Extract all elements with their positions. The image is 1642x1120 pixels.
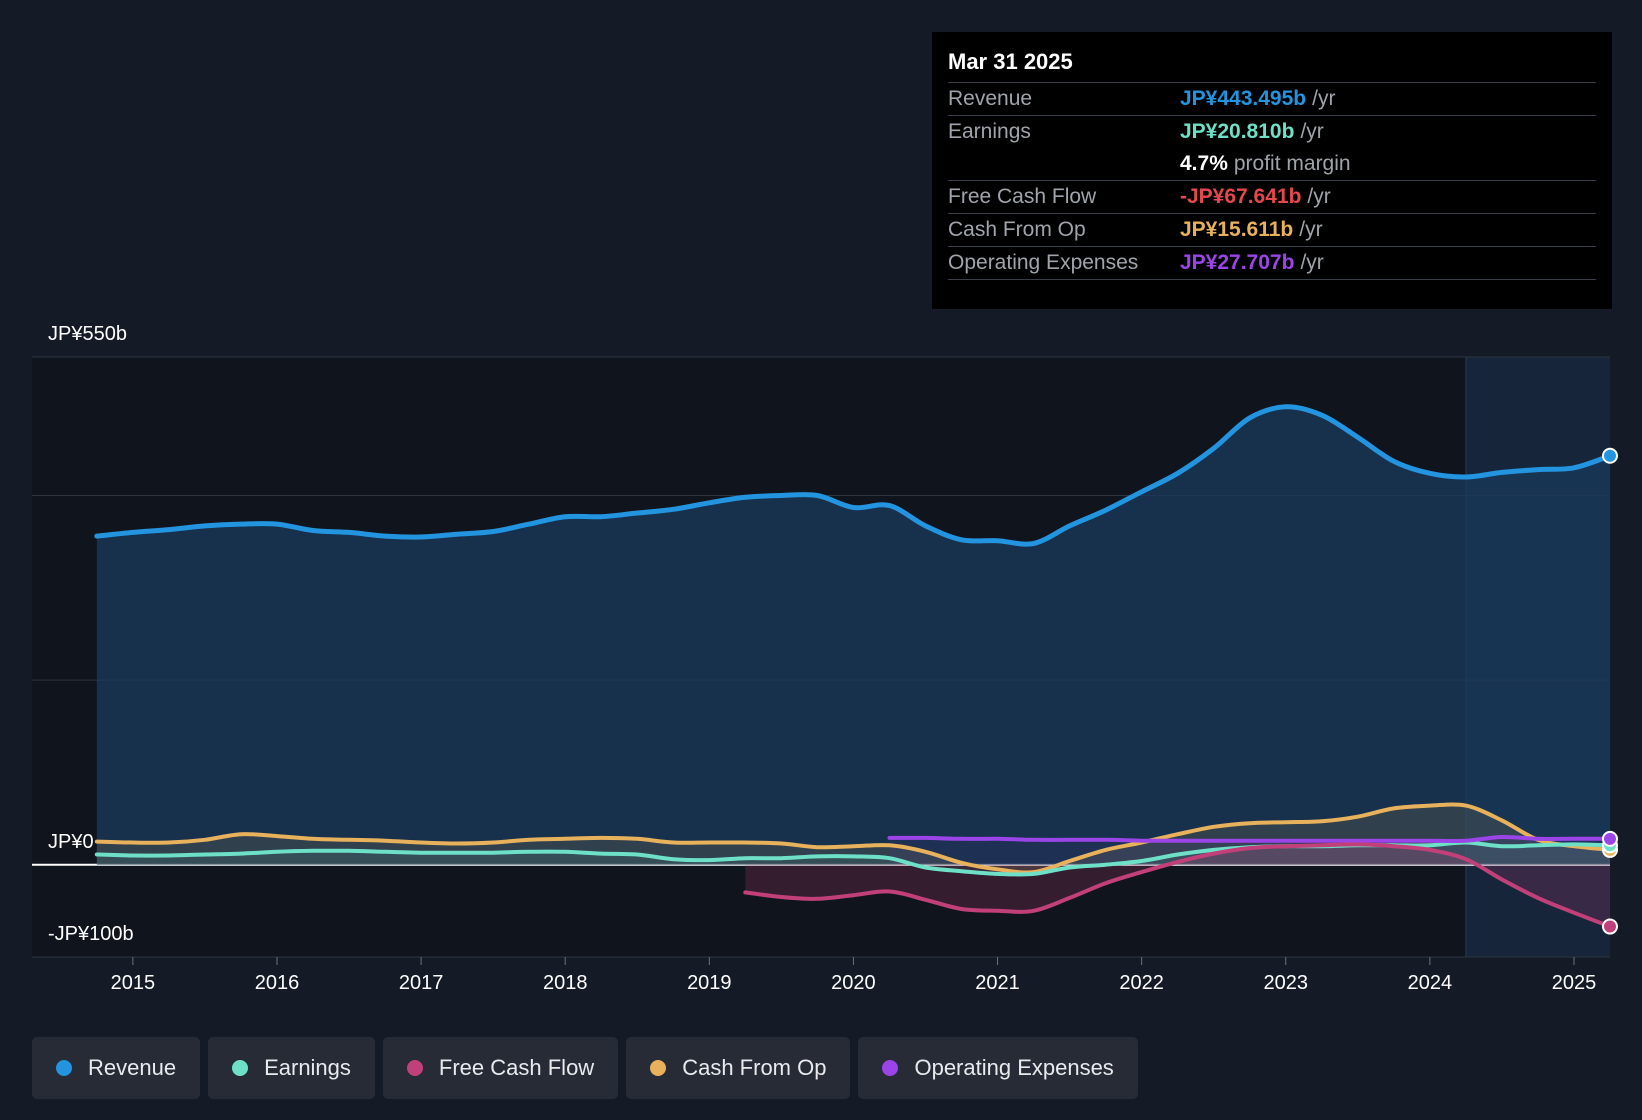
x-tick-label: 2024 xyxy=(1408,972,1453,994)
end-markers xyxy=(1602,447,1618,935)
series-areas xyxy=(96,406,1610,927)
legend-item-earnings[interactable]: Earnings xyxy=(208,1037,375,1099)
tooltip-value: 4.7% xyxy=(1180,152,1228,175)
tooltip-label: Revenue xyxy=(948,87,1033,110)
tooltip-label: Free Cash Flow xyxy=(948,185,1097,208)
line-cash-from-op xyxy=(94,802,1612,875)
x-tick-label: 2019 xyxy=(687,972,732,994)
legend-label: Operating Expenses xyxy=(914,1055,1114,1080)
tooltip-row-free-cash-flow: Free Cash Flow -JP¥67.641b /yr xyxy=(948,181,1596,214)
tooltip-panel: Mar 31 2025 Revenue JP¥443.495b /yr Earn… xyxy=(932,32,1612,309)
legend-dot-icon xyxy=(406,1060,423,1076)
x-tick-label: 2021 xyxy=(975,972,1020,994)
x-tick-label: 2022 xyxy=(1119,972,1164,994)
end-marker-operating-expenses xyxy=(1602,830,1618,847)
tooltip-value: JP¥20.810b xyxy=(1180,120,1295,143)
x-tick-label: 2015 xyxy=(111,972,156,994)
tooltip-date: Mar 31 2025 xyxy=(948,46,1596,83)
tooltip-row-operating-expenses: Operating Expenses JP¥27.707b /yr xyxy=(948,247,1596,280)
x-tick-label: 2017 xyxy=(399,972,444,994)
tooltip-label: Earnings xyxy=(948,120,1031,143)
end-marker-free-cash-flow xyxy=(1602,918,1618,935)
x-tick-label: 2018 xyxy=(543,972,588,994)
line-free-cash-flow xyxy=(743,842,1612,929)
legend-dot-icon xyxy=(882,1060,899,1076)
legend-dot-icon xyxy=(232,1060,249,1076)
tooltip-value: JP¥443.495b xyxy=(1180,87,1307,110)
tooltip-unit: /yr xyxy=(1300,251,1324,274)
tooltip-unit: /yr xyxy=(1307,185,1331,208)
x-tick-label: 2016 xyxy=(255,972,300,994)
tooltip-row-profit-margin: 4.7% profit margin xyxy=(948,148,1596,181)
area-revenue xyxy=(96,406,1610,865)
legend-label: Revenue xyxy=(88,1055,177,1080)
line-operating-expenses xyxy=(887,834,1612,843)
y-axis-top-label: JP¥550b xyxy=(48,323,127,345)
y-axis-bottom-label: -JP¥100b xyxy=(48,923,134,945)
y-axis-zero-label: JP¥0 xyxy=(48,831,94,853)
line-revenue xyxy=(94,404,1613,547)
series-lines xyxy=(94,404,1613,929)
legend-item-operating-expenses[interactable]: Operating Expenses xyxy=(858,1037,1138,1099)
legend-label: Free Cash Flow xyxy=(438,1055,595,1080)
tooltip-value: -JP¥67.641b xyxy=(1180,185,1302,208)
x-tick-label: 2025 xyxy=(1552,972,1597,994)
legend: Revenue Earnings Free Cash Flow Cash Fro… xyxy=(32,1037,1138,1099)
x-tick-label: 2023 xyxy=(1264,972,1309,994)
area-cash-from-op xyxy=(96,804,1610,873)
tooltip-label: Cash From Op xyxy=(948,218,1086,241)
tooltip-unit: /yr xyxy=(1312,87,1336,110)
tooltip-row-earnings: Earnings JP¥20.810b /yr xyxy=(948,116,1596,148)
area-free-cash-flow xyxy=(745,844,1610,927)
legend-dot-icon xyxy=(56,1060,72,1076)
tooltip-label: Operating Expenses xyxy=(948,251,1139,274)
tooltip-value: JP¥15.611b xyxy=(1180,218,1294,241)
legend-label: Cash From Op xyxy=(682,1055,827,1080)
tooltip-unit: profit margin xyxy=(1233,152,1351,175)
legend-item-cash-from-op[interactable]: Cash From Op xyxy=(626,1037,851,1099)
tooltip-row-revenue: Revenue JP¥443.495b /yr xyxy=(948,83,1596,116)
legend-item-revenue[interactable]: Revenue xyxy=(32,1037,201,1099)
tooltip-unit: /yr xyxy=(1300,120,1324,143)
x-tick-label: 2020 xyxy=(831,972,876,994)
tooltip-value: JP¥27.707b xyxy=(1180,251,1295,274)
tooltip-row-cash-from-op: Cash From Op JP¥15.611b /yr xyxy=(948,214,1596,247)
legend-item-free-cash-flow[interactable]: Free Cash Flow xyxy=(382,1037,619,1099)
legend-dot-icon xyxy=(650,1060,667,1076)
x-axis-ticks: 2015 2016 2017 2018 2019 2020 2021 2022 2023 2024… xyxy=(111,957,1597,994)
tooltip-label xyxy=(948,148,1180,180)
end-marker-revenue xyxy=(1602,447,1618,464)
tooltip-unit: /yr xyxy=(1299,218,1323,241)
legend-label: Earnings xyxy=(264,1055,351,1080)
